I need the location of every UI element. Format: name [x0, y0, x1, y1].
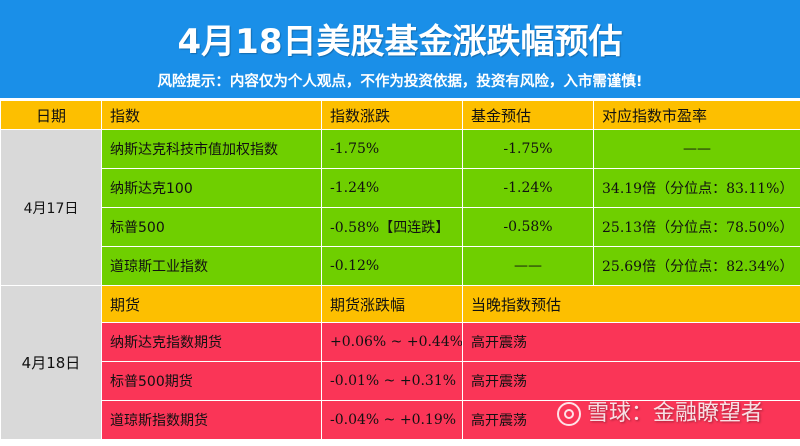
- col-header-night-estimate: 当晚指数预估: [462, 285, 800, 323]
- night-estimate: 高开震荡: [462, 361, 800, 401]
- col-header-fund-estimate: 基金预估: [462, 100, 594, 130]
- futures-range: -0.01% ~ +0.31%: [321, 361, 463, 401]
- col-header-index: 指数: [101, 100, 322, 130]
- pe-ratio: 25.69倍（分位点：82.34%）: [593, 246, 800, 286]
- fund-estimate: -0.58%: [462, 207, 594, 247]
- date-cell: 4月18日: [0, 285, 102, 440]
- futures-name: 纳斯达克指数期货: [101, 322, 322, 362]
- futures-range: +0.06% ~ +0.44%: [321, 322, 463, 362]
- index-header-row: 日期 指数 指数涨跌 基金预估 对应指数市盈率: [0, 100, 800, 130]
- risk-warning: 风险提示：内容仅为个人观点，不作为投资依据，投资有风险，入市需谨慎!: [157, 74, 643, 90]
- futures-header-row: 4月18日 期货 期货涨跌幅 当晚指数预估: [0, 285, 800, 440]
- table-row: 道琼斯工业指数 -0.12% —— 25.69倍（分位点：82.34%）: [1, 246, 800, 286]
- table-row: 标普500 -0.58%【四连跌】 -0.58% 25.13倍（分位点：78.5…: [1, 207, 800, 247]
- fund-estimate: ——: [462, 246, 594, 286]
- index-change: -1.75%: [321, 129, 463, 169]
- fund-estimate: -1.24%: [462, 168, 594, 208]
- futures-name: 标普500期货: [101, 361, 322, 401]
- title-banner: 4月18日美股基金涨跌幅预估 风险提示：内容仅为个人观点，不作为投资依据，投资有…: [0, 0, 800, 98]
- col-header-date: 日期: [0, 100, 102, 130]
- table-row: 道琼斯指数期货 -0.04% ~ +0.19% 高开震荡: [1, 400, 800, 440]
- date-cell: 4月17日: [0, 129, 102, 286]
- index-name: 标普500: [101, 207, 322, 247]
- page-title: 4月18日美股基金涨跌幅预估: [177, 22, 623, 62]
- table-row: 纳斯达克指数期货 +0.06% ~ +0.44% 高开震荡: [1, 322, 800, 362]
- night-estimate: 高开震荡: [462, 400, 800, 440]
- index-change: -0.58%【四连跌】: [321, 207, 463, 247]
- fund-estimate-table: 日期 指数 指数涨跌 基金预估 对应指数市盈率 4月17日 纳斯达克科技市值加权…: [0, 100, 800, 440]
- table-row: 标普500期货 -0.01% ~ +0.31% 高开震荡: [1, 361, 800, 401]
- fund-estimate: -1.75%: [462, 129, 594, 169]
- col-header-futures: 期货: [101, 285, 322, 323]
- col-header-futures-change: 期货涨跌幅: [321, 285, 463, 323]
- index-name: 纳斯达克科技市值加权指数: [101, 129, 322, 169]
- pe-ratio: 34.19倍（分位点：83.11%）: [593, 168, 800, 208]
- col-header-change: 指数涨跌: [321, 100, 463, 130]
- table-row: 4月17日 纳斯达克科技市值加权指数 -1.75% -1.75% ——: [0, 129, 800, 286]
- col-header-pe: 对应指数市盈率: [593, 100, 800, 130]
- pe-ratio: ——: [593, 129, 800, 169]
- futures-name: 道琼斯指数期货: [101, 400, 322, 440]
- pe-ratio: 25.13倍（分位点：78.50%）: [593, 207, 800, 247]
- index-name: 道琼斯工业指数: [101, 246, 322, 286]
- futures-range: -0.04% ~ +0.19%: [321, 400, 463, 440]
- watermark-text: 雪球：金融瞭望者: [587, 401, 764, 426]
- index-name: 纳斯达克100: [101, 168, 322, 208]
- watermark: 雪球：金融瞭望者: [557, 399, 763, 429]
- snowball-logo-icon: [557, 402, 581, 426]
- night-estimate: 高开震荡: [462, 322, 800, 362]
- index-change: -1.24%: [321, 168, 463, 208]
- index-change: -0.12%: [321, 246, 463, 286]
- table-row: 纳斯达克100 -1.24% -1.24% 34.19倍（分位点：83.11%）: [1, 168, 800, 208]
